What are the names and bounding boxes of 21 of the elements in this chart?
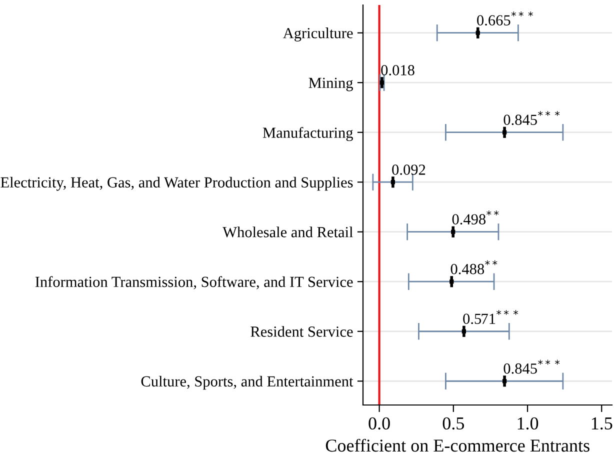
data-label: 0.092 xyxy=(392,164,426,175)
y-tick-label: Culture, Sports, and Entertainment xyxy=(141,376,354,390)
y-tick-label: Mining xyxy=(308,78,353,92)
data-label: 0.665$^{***}$ xyxy=(477,12,533,26)
y-tick-label: Agriculture xyxy=(283,28,353,42)
x-tick-label: 1.0 xyxy=(518,417,538,430)
y-tick-label: Wholesale and Retail xyxy=(222,226,353,238)
data-label: 0.845$^{***}$ xyxy=(504,111,560,126)
y-tick-label: Resident Service xyxy=(250,326,353,337)
y-tick-label: Electricity, Heat, Gas, and Water Production and Supplies xyxy=(0,176,353,191)
x-tick-label: 0.5 xyxy=(442,417,464,430)
data-label: 0.018 xyxy=(381,65,414,76)
data-label: 0.488$^{**}$ xyxy=(450,260,498,274)
data-label: 0.498$^{**}$ xyxy=(452,210,499,225)
y-tick-label: Information Transmission, Software, and IT Service xyxy=(35,276,353,290)
x-tick-label: 1.5 xyxy=(592,417,612,430)
data-label: 0.571$^{***}$ xyxy=(463,310,518,324)
data-label: 0.845$^{***}$ xyxy=(504,360,560,374)
y-tick-label: Manufacturing xyxy=(262,126,353,142)
x-tick-label: 0.0 xyxy=(368,417,390,430)
x-axis-title: Coefficient on E-commerce Entrants xyxy=(326,438,590,452)
